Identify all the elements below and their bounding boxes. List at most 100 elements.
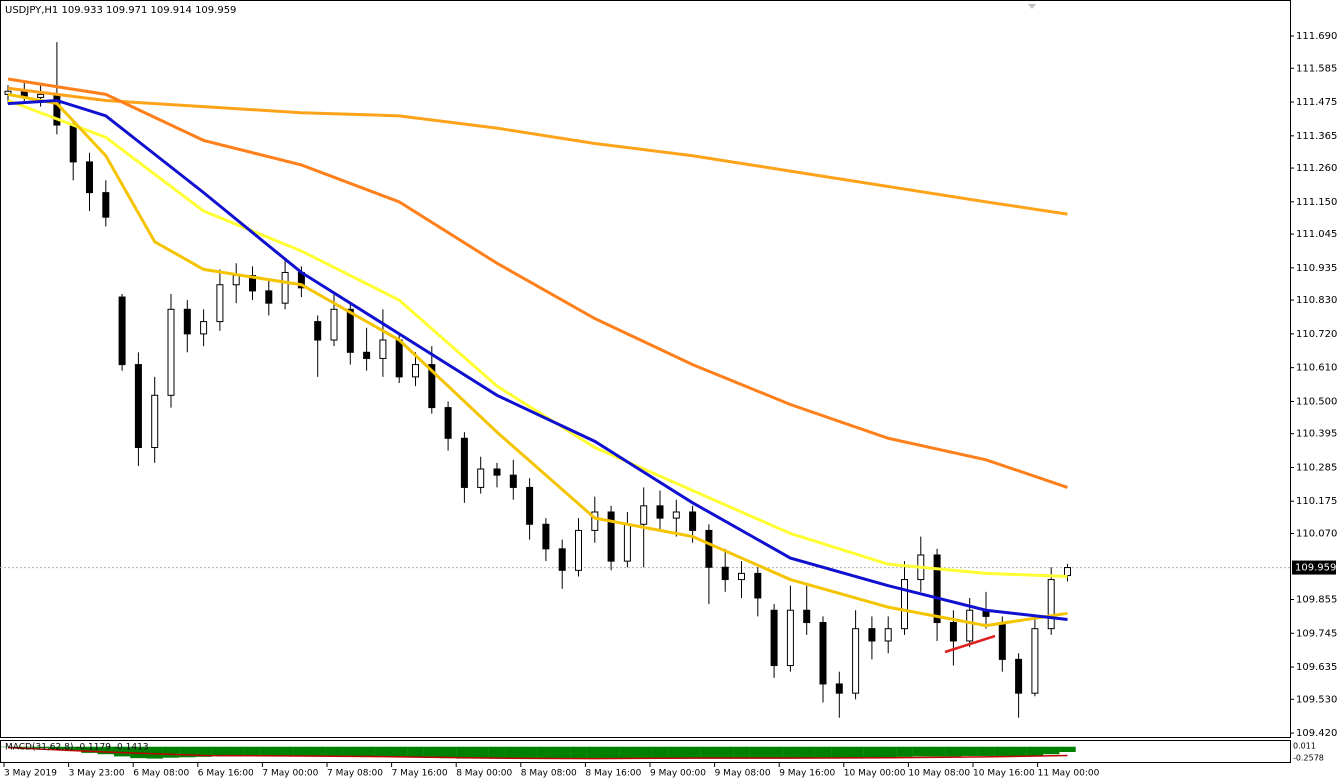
annotation-line: [944, 634, 996, 654]
macd-bar: [749, 746, 766, 758]
y-tick-label: 111.585: [1296, 63, 1337, 74]
x-tick-label: 6 May 08:00: [133, 769, 189, 779]
candle-body: [69, 124, 77, 163]
candle-body: [4, 90, 12, 95]
plot: [0, 42, 1290, 718]
last-price-box: [1292, 560, 1336, 575]
candle-body: [232, 275, 240, 286]
macd-bar: [32, 746, 49, 749]
y-tick-label: 110.830: [1296, 295, 1337, 306]
macd-bar: [260, 746, 277, 756]
macd-bar: [602, 746, 620, 759]
last-price-label: 109.959: [1295, 563, 1336, 574]
x-tick-label: 10 May 00:00: [844, 769, 906, 779]
y-tick-label: 109.530: [1296, 694, 1337, 705]
macd-bar: [814, 746, 832, 759]
y-tick-label: 111.365: [1296, 131, 1337, 142]
candle-body: [118, 296, 126, 366]
macd-bar: [342, 746, 359, 757]
y-tick-label: 111.045: [1296, 229, 1337, 240]
macd-bar: [179, 746, 196, 758]
x-tick-label: 10 May 16:00: [973, 769, 1035, 779]
candle-body: [167, 308, 175, 396]
macd-bar: [1043, 746, 1060, 755]
y2-tick-label: -0.2578: [1293, 754, 1324, 763]
candle-body: [493, 468, 501, 476]
macd-bar: [537, 746, 555, 760]
y-tick-label: 110.175: [1296, 496, 1337, 507]
candle-body: [249, 275, 256, 292]
candle-body: [966, 609, 974, 642]
macd-bar: [570, 746, 587, 759]
y-tick-label: 109.635: [1296, 662, 1337, 673]
macd-bar: [1026, 746, 1044, 756]
candle-body: [689, 511, 697, 531]
candle-body: [379, 339, 387, 359]
macd-bar: [439, 746, 457, 759]
macd-bar: [505, 746, 522, 759]
macd-bar: [195, 746, 212, 757]
moving-average: [7, 98, 1068, 621]
y-tick-label: 109.420: [1296, 728, 1337, 739]
x-tick-label: 8 May 16:00: [585, 769, 641, 779]
macd-bar: [521, 746, 538, 760]
candle-body: [346, 308, 354, 353]
macd-bar: [831, 746, 848, 759]
y-tick-label: 111.690: [1296, 31, 1337, 42]
candle-body: [102, 192, 110, 218]
y-tick-label: 110.935: [1296, 263, 1337, 274]
candle-body: [558, 548, 566, 571]
macd-bar: [945, 746, 962, 757]
candle-body: [575, 529, 582, 571]
candle-body: [998, 622, 1006, 660]
candle-body: [412, 364, 419, 378]
macd-bar: [16, 746, 33, 748]
macd-bar: [717, 746, 734, 758]
x-tick-label: 8 May 08:00: [521, 769, 577, 779]
macd-bar: [48, 746, 66, 750]
macd-bar: [994, 746, 1011, 756]
candle-body: [656, 505, 664, 519]
y-tick-label: 110.500: [1296, 396, 1337, 407]
candle-body: [428, 364, 436, 409]
macd-bar: [880, 746, 897, 758]
candle-body: [901, 579, 908, 630]
macd-bar: [309, 746, 326, 757]
macd-bar: [81, 746, 98, 753]
x-tick-label: 10 May 08:00: [908, 769, 970, 779]
candle-body: [852, 628, 860, 694]
macd-bar: [928, 746, 946, 757]
macd-label: MACD(31,62,8) -0.1179 -0.1413: [5, 743, 149, 753]
candle-body: [672, 511, 680, 519]
macd-bar: [635, 746, 652, 759]
macd-bar: [782, 746, 799, 759]
macd-bar: [456, 746, 473, 759]
y-tick-label: 110.070: [1296, 528, 1337, 539]
candle-body: [542, 523, 550, 550]
candle-body: [183, 308, 191, 335]
macd-bar: [896, 746, 913, 757]
y-tick-label: 109.745: [1296, 628, 1337, 639]
y2-tick-label: 0.011: [1293, 742, 1316, 751]
y-tick-label: 111.260: [1296, 163, 1337, 174]
macd-bar: [700, 746, 718, 758]
macd-bar: [798, 746, 815, 758]
macd-bar: [554, 746, 571, 760]
y-tick-label: 109.855: [1296, 595, 1337, 606]
x-tick-label: 8 May 00:00: [456, 769, 512, 779]
chart-title: USDJPY,H1 109.933 109.971 109.914 109.95…: [5, 5, 236, 16]
candle-body: [37, 93, 45, 98]
macd-bar: [146, 746, 163, 759]
macd-bar: [391, 746, 408, 758]
macd-bar: [407, 746, 424, 758]
candle-body: [363, 351, 371, 359]
y-tick-label: 110.285: [1296, 462, 1337, 473]
candle-body: [721, 566, 729, 581]
main-pane: [0, 0, 1291, 738]
macd-bar: [961, 746, 978, 756]
candle-body: [314, 321, 322, 341]
candle-body: [623, 523, 631, 562]
candle-body: [477, 468, 485, 488]
macd-bar: [1010, 746, 1027, 757]
moving-average: [7, 92, 1068, 628]
